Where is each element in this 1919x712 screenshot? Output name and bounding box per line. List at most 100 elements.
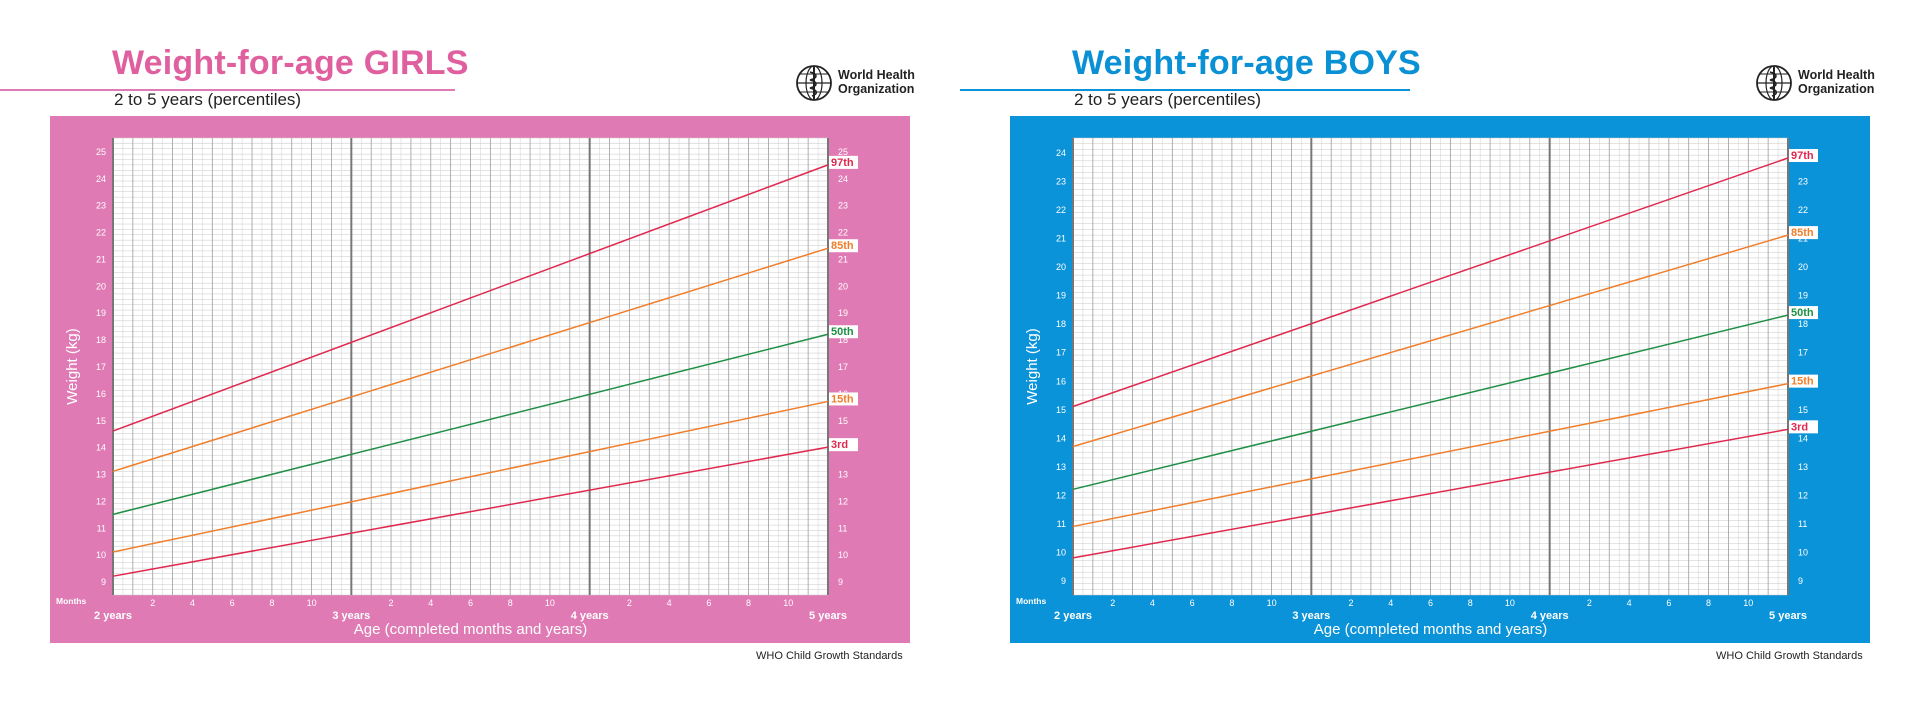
month-tick-labels: 2 4 6 8 10 2 4 6 8 10 2 4 6 8 10 <box>150 598 793 608</box>
series-line-85th <box>1072 234 1789 448</box>
y-tick-label-right: 21 <box>838 254 848 264</box>
y-tick-label-right: 20 <box>838 281 848 291</box>
series-label-15th: 15th <box>831 393 854 405</box>
series-label-background <box>829 438 858 452</box>
series-label-background <box>1789 374 1818 388</box>
series-line-50th <box>1072 314 1789 491</box>
y-tick-label-right: 17 <box>838 362 848 372</box>
series-label-85th: 85th <box>1791 227 1814 239</box>
y-tick-label-right: 23 <box>1798 176 1808 186</box>
year-tick-label: 3 years <box>1292 610 1330 622</box>
y-tick-label-left: 12 <box>1056 491 1066 501</box>
y-tick-label-right: 9 <box>1798 576 1803 586</box>
y-tick-label-right: 22 <box>1798 205 1808 215</box>
series-line-15th <box>112 400 829 553</box>
year-tick-label: 2 years <box>1054 610 1092 622</box>
month-tick-label: 10 <box>1267 598 1277 608</box>
series-label-85th: 85th <box>831 240 854 252</box>
month-tick-label: 8 <box>508 598 513 608</box>
growth-chart-svg: 9910101111121213131414151516161717181819… <box>1010 116 1870 643</box>
chart-subtitle: 2 to 5 years (percentiles) <box>1074 90 1262 109</box>
month-tick-label: 8 <box>1706 598 1711 608</box>
series-line-50th <box>112 333 829 516</box>
y-tick-label-right: 10 <box>1798 548 1808 558</box>
series-label-97th: 97th <box>831 157 854 169</box>
y-tick-label-left: 24 <box>1056 148 1066 158</box>
month-tick-label: 2 <box>627 598 632 608</box>
who-logo: World Health Organization <box>1754 63 1894 103</box>
y-tick-labels: 9910101111121213131414151516161717181819… <box>1056 148 1808 586</box>
y-tick-label-left: 19 <box>96 308 106 318</box>
month-tick-label: 2 <box>150 598 155 608</box>
y-tick-label-left: 25 <box>96 147 106 157</box>
series-line-15th <box>1072 382 1789 528</box>
series-line-3rd <box>112 446 829 577</box>
y-tick-label-left: 21 <box>96 254 106 264</box>
y-tick-label-right: 11 <box>1798 519 1807 529</box>
year-tick-label: 2 years <box>94 610 132 622</box>
y-axis-title: Weight (kg) <box>64 328 81 404</box>
y-tick-label-left: 13 <box>1056 462 1066 472</box>
y-tick-label-left: 11 <box>1057 519 1066 529</box>
y-tick-label-left: 22 <box>1056 205 1066 215</box>
chart-area: 9910101111121213131414151516161717181819… <box>50 116 910 643</box>
series-group: 97th 85th 50th 15th 3rd <box>112 155 858 577</box>
y-axis-title: Weight (kg) <box>1024 328 1041 404</box>
year-tick-labels: 2 years 3 years 4 years 5 years <box>1054 610 1807 622</box>
series-label-50th: 50th <box>1791 307 1814 319</box>
who-name: World Health Organization <box>1798 68 1875 96</box>
y-tick-label-left: 15 <box>96 416 106 426</box>
y-tick-label-right: 22 <box>838 228 848 238</box>
series-label-background <box>1789 148 1818 162</box>
who-name-line2: Organization <box>838 82 915 96</box>
y-tick-label-left: 15 <box>1056 405 1066 415</box>
y-tick-label-right: 19 <box>838 308 848 318</box>
series-label-background <box>1789 420 1818 434</box>
y-tick-label-left: 20 <box>1056 262 1066 272</box>
y-tick-label-left: 11 <box>97 523 106 533</box>
y-tick-label-right: 12 <box>1798 491 1808 501</box>
y-tick-label-left: 17 <box>1056 348 1066 358</box>
series-label-background <box>829 239 858 253</box>
girls-chart-panel: Weight-for-age GIRLS 2 to 5 years (perce… <box>0 0 920 712</box>
month-tick-label: 4 <box>667 598 672 608</box>
series-label-50th: 50th <box>831 326 854 338</box>
month-tick-label: 10 <box>307 598 317 608</box>
x-axis-title: Age (completed months and years) <box>1314 621 1547 638</box>
y-tick-label-right: 13 <box>838 470 848 480</box>
y-tick-label-left: 19 <box>1056 291 1066 301</box>
series-label-background <box>829 325 858 339</box>
series-label-background <box>829 155 858 169</box>
y-tick-label-left: 10 <box>1056 548 1066 558</box>
grid <box>1072 137 1789 596</box>
year-tick-label: 4 years <box>1531 610 1569 622</box>
month-tick-label: 10 <box>783 598 793 608</box>
series-label-3rd: 3rd <box>1791 421 1808 433</box>
y-tick-label-left: 9 <box>1061 576 1066 586</box>
y-tick-label-right: 14 <box>1798 433 1808 443</box>
month-tick-label: 4 <box>428 598 433 608</box>
month-tick-label: 6 <box>706 598 711 608</box>
y-tick-label-left: 16 <box>1056 376 1066 386</box>
boys-chart-panel: Weight-for-age BOYS 2 to 5 years (percen… <box>960 0 1880 712</box>
y-tick-label-right: 18 <box>1798 319 1808 329</box>
y-tick-label-left: 13 <box>96 470 106 480</box>
month-tick-labels: 2 4 6 8 10 2 4 6 8 10 2 4 6 8 10 <box>1110 598 1753 608</box>
y-tick-label-left: 18 <box>96 335 106 345</box>
title-underline <box>960 89 1410 91</box>
series-label-97th: 97th <box>1791 150 1814 162</box>
who-emblem-icon <box>796 65 832 101</box>
who-name: World Health Organization <box>838 68 915 96</box>
series-label-background <box>1789 306 1818 320</box>
series-label-3rd: 3rd <box>831 439 848 451</box>
month-tick-label: 6 <box>468 598 473 608</box>
chart-title: Weight-for-age BOYS <box>1072 44 1421 82</box>
y-tick-label-right: 15 <box>838 416 848 426</box>
month-tick-label: 10 <box>1505 598 1515 608</box>
who-emblem-icon <box>1756 65 1792 101</box>
y-tick-label-right: 11 <box>838 523 847 533</box>
y-tick-label-right: 17 <box>1798 348 1808 358</box>
month-tick-label: 8 <box>1229 598 1234 608</box>
y-tick-label-right: 12 <box>838 496 848 506</box>
y-tick-label-left: 14 <box>96 443 106 453</box>
